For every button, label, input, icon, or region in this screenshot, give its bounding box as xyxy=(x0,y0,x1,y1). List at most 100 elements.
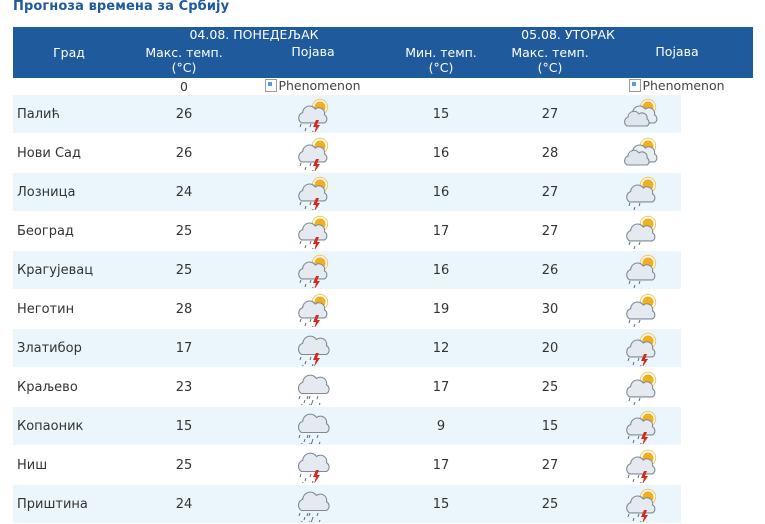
header-label: Макс. темп. xyxy=(145,45,223,60)
table-row: Лозница 24 16 27 xyxy=(13,172,754,212)
extra-phenomenon-cell: Phenomenon xyxy=(243,78,383,95)
day2-phenomenon xyxy=(601,367,681,407)
day2-max-temp-header: Макс. темп. (°C) xyxy=(499,42,601,78)
day2-phenomenon xyxy=(601,95,681,134)
day2-phenomenon xyxy=(601,484,681,524)
day2-max-temp: 27 xyxy=(499,172,601,212)
header-unit: (°C) xyxy=(171,60,197,75)
day2-phenomenon xyxy=(601,250,681,290)
page-title: Прогноза времена за Србију xyxy=(13,0,230,14)
row-spacer xyxy=(681,406,754,446)
day1-phenomenon xyxy=(243,484,383,524)
day1-max-temp: 17 xyxy=(125,328,243,368)
partly-cloudy-thunderstorm-icon xyxy=(298,215,329,249)
day2-phenomenon xyxy=(601,406,681,446)
cloudy-showers-icon xyxy=(297,491,330,522)
day2-min-temp: 12 xyxy=(383,328,499,368)
day2-phenomenon xyxy=(601,328,681,368)
city-name: Копаоник xyxy=(13,406,125,446)
broken-image-icon: Phenomenon xyxy=(629,78,725,93)
city-name: Београд xyxy=(13,211,125,251)
extra-row: 0 Phenomenon Phenomenon xyxy=(13,78,754,95)
city-name: Лозница xyxy=(13,172,125,212)
header-unit: (°C) xyxy=(428,60,454,75)
partly-cloudy-showers-icon xyxy=(626,371,657,405)
day1-phenomenon xyxy=(243,289,383,329)
day2-min-temp: 15 xyxy=(383,484,499,524)
header-label: Мин. темп. xyxy=(405,45,477,60)
day2-max-temp: 30 xyxy=(499,289,601,329)
day1-max-temp: 15 xyxy=(125,406,243,446)
city-name: Златибор xyxy=(13,328,125,368)
image-alt-text: Phenomenon xyxy=(642,78,725,93)
day2-min-temp: 16 xyxy=(383,172,499,212)
day2-min-temp: 17 xyxy=(383,367,499,407)
extra-max-temp-2 xyxy=(499,78,601,95)
table-row: Копаоник 15 9 15 xyxy=(13,406,754,446)
row-spacer xyxy=(681,445,754,485)
day1-max-temp: 25 xyxy=(125,211,243,251)
city-name: Ниш xyxy=(13,445,125,485)
table-row: Палић 26 15 27 xyxy=(13,95,754,134)
city-column-header: Град xyxy=(13,27,125,78)
day1-max-temp: 24 xyxy=(125,172,243,212)
image-placeholder-icon xyxy=(265,79,278,92)
day1-phenomenon xyxy=(243,95,383,134)
image-alt-text: Phenomenon xyxy=(278,78,361,93)
partly-cloudy-thunderstorm-icon xyxy=(298,137,329,171)
day1-max-temp: 26 xyxy=(125,95,243,134)
city-name: Приштина xyxy=(13,484,125,524)
table-row: Златибор 17 12 20 xyxy=(13,328,754,368)
cloudy-thunderstorm-icon xyxy=(297,335,330,366)
day2-phenomenon-header: Појава xyxy=(601,42,754,78)
day2-min-temp: 15 xyxy=(383,95,499,134)
partly-cloudy-thunderstorm-icon xyxy=(298,293,329,327)
day2-max-temp: 27 xyxy=(499,445,601,485)
partly-cloudy-thunderstorm-icon xyxy=(626,410,657,444)
header-label: Појава xyxy=(291,44,335,59)
city-name: Краљево xyxy=(13,367,125,407)
day2-max-temp: 28 xyxy=(499,133,601,173)
row-spacer xyxy=(681,172,754,212)
day2-min-temp: 17 xyxy=(383,445,499,485)
day2-min-temp: 16 xyxy=(383,133,499,173)
day2-min-temp: 17 xyxy=(383,211,499,251)
header-label: Појава xyxy=(655,44,699,59)
cloudy-showers-icon xyxy=(297,374,330,405)
day1-phenomenon xyxy=(243,367,383,407)
day1-max-temp: 23 xyxy=(125,367,243,407)
day1-max-temp: 24 xyxy=(125,484,243,524)
day2-min-temp-header: Мин. темп. (°C) xyxy=(383,42,499,78)
day2-min-temp: 19 xyxy=(383,289,499,329)
day2-phenomenon xyxy=(601,289,681,329)
city-name: Нови Сад xyxy=(13,133,125,173)
day2-max-temp: 25 xyxy=(499,367,601,407)
table-row: Нови Сад 26 16 28 xyxy=(13,133,754,173)
forecast-table: Град 04.08. ПОНЕДЕЉАК 05.08. УТОРАК Макс… xyxy=(13,27,754,524)
cloudy-showers-icon xyxy=(297,413,330,444)
partly-cloudy-showers-icon xyxy=(626,293,657,327)
day2-phenomenon xyxy=(601,211,681,251)
day1-max-temp: 26 xyxy=(125,133,243,173)
day2-date-header: 05.08. УТОРАК xyxy=(383,27,754,42)
row-spacer xyxy=(681,250,754,290)
day1-phenomenon xyxy=(243,211,383,251)
row-spacer xyxy=(681,133,754,173)
header-label: Макс. темп. xyxy=(511,45,589,60)
day1-phenomenon xyxy=(243,445,383,485)
row-spacer xyxy=(681,211,754,251)
city-name: Неготин xyxy=(13,289,125,329)
broken-image-icon: Phenomenon xyxy=(265,78,361,93)
row-spacer xyxy=(681,367,754,407)
day2-max-temp: 27 xyxy=(499,95,601,134)
day1-max-temp: 25 xyxy=(125,445,243,485)
day1-phenomenon xyxy=(243,250,383,290)
day1-max-temp: 25 xyxy=(125,250,243,290)
extra-phenomenon-cell-2: Phenomenon xyxy=(601,78,754,95)
day2-max-temp: 26 xyxy=(499,250,601,290)
table-row: Крагујевац 25 16 26 xyxy=(13,250,754,290)
day1-max-temp: 28 xyxy=(125,289,243,329)
cloudy-thunderstorm-icon xyxy=(297,452,330,483)
day1-max-temp-header: Макс. темп. (°C) xyxy=(125,42,243,78)
table-row: Приштина 24 15 25 xyxy=(13,484,754,524)
